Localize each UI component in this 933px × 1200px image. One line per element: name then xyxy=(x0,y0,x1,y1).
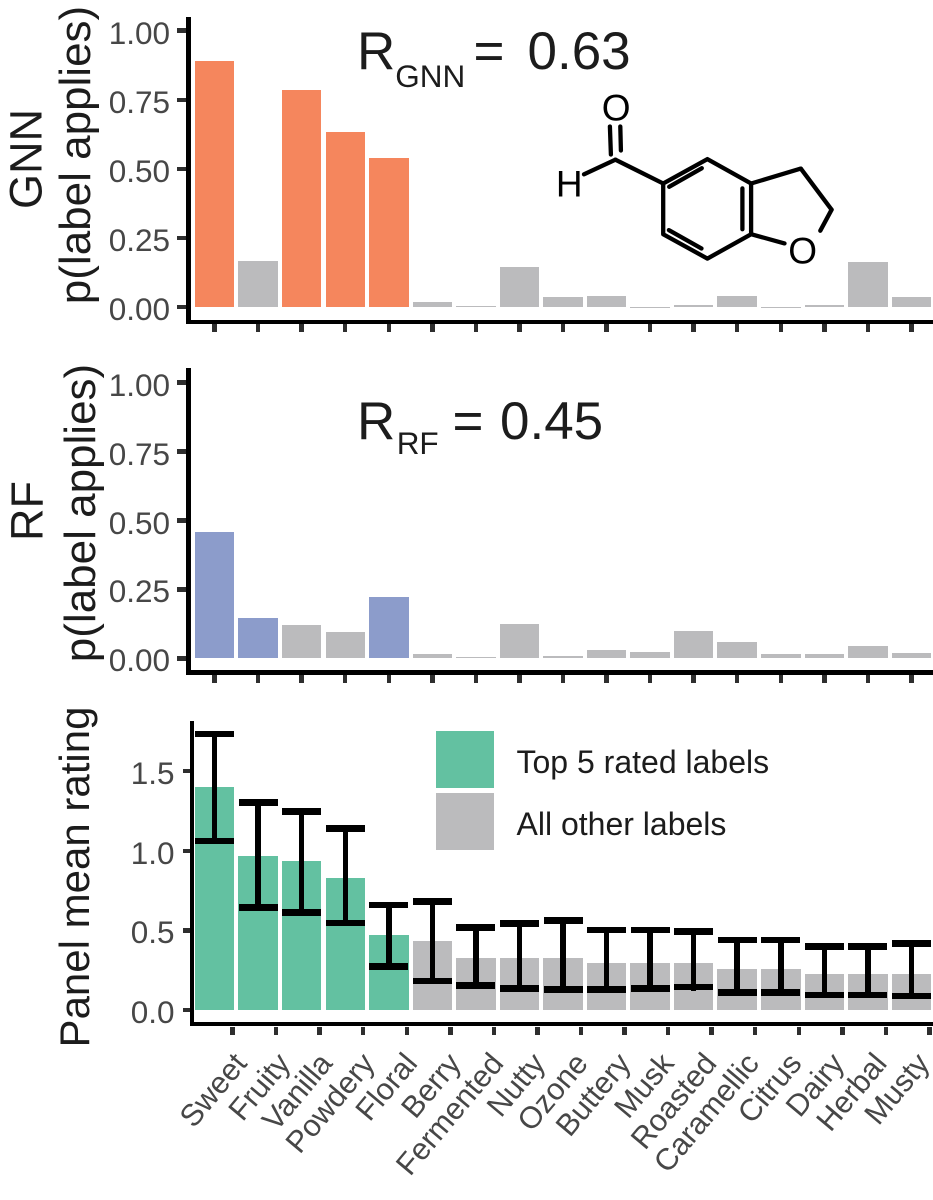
svg-text:O: O xyxy=(788,230,817,271)
svg-text:O: O xyxy=(602,87,631,128)
svg-text:H: H xyxy=(556,164,583,205)
